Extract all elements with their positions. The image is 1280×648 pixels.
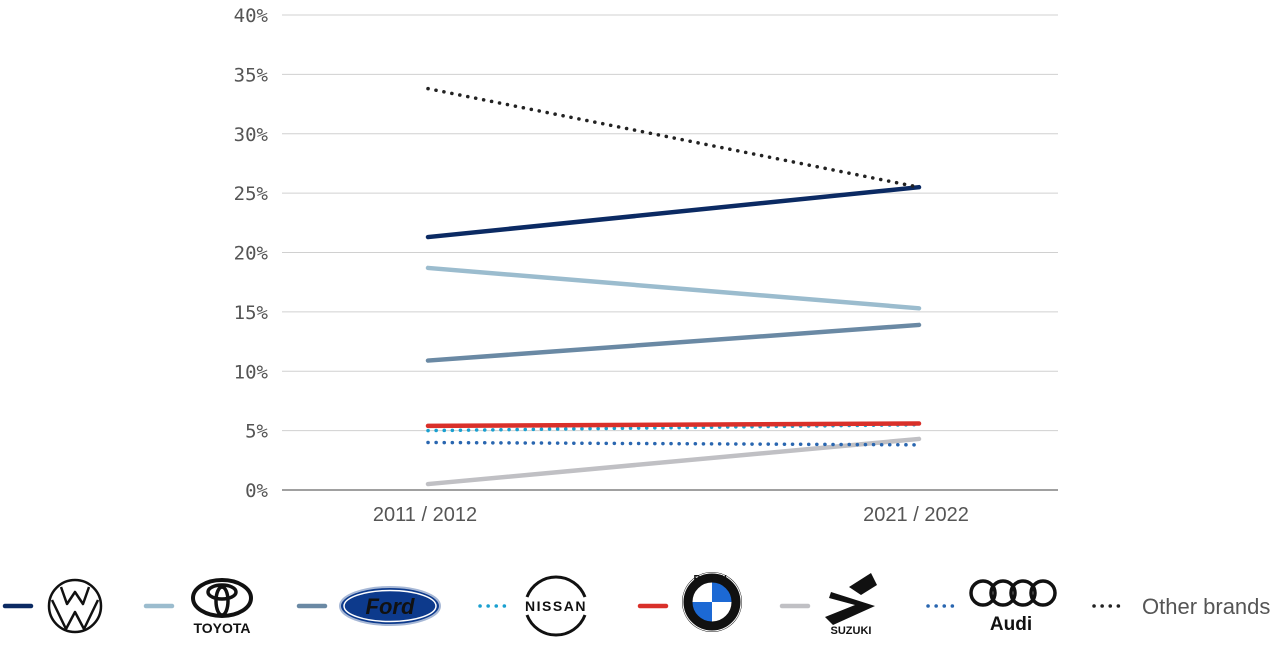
suzuki-logo-icon: SUZUKI [825,573,877,637]
y-tick-label: 40% [234,5,269,27]
y-axis-tick-labels: 0% 5% 10% 15% 20% 25% 30% 35% 40% [234,5,269,502]
y-tick-label: 10% [234,361,269,383]
series-lines [425,86,922,487]
y-tick-label: 0% [245,480,268,502]
series-line-suzuki [425,436,922,487]
gridlines [282,14,1058,432]
y-tick-label: 15% [234,302,269,324]
y-tick-label: 20% [234,243,269,265]
series-line-audi [426,440,921,447]
x-tick-label: 2011 / 2012 [373,504,477,526]
series-line-other [426,86,921,189]
bmw-logo-icon: BMW [682,572,742,632]
volkswagen-logo-icon [47,578,103,634]
series-line-toyota [425,265,922,311]
ford-logo-icon: Ford [339,586,441,626]
legend-logo-text-audi: Audi [990,614,1032,635]
legend: TOYOTA Ford NISSAN BMW SUZUKI Audi Other brand… [2,572,1270,637]
legend-logo-text-nissan: NISSAN [525,598,587,614]
nissan-logo-icon: NISSAN [525,575,587,637]
series-line-ford [425,322,922,363]
legend-logo-text-toyota: TOYOTA [193,620,250,636]
legend-logo-text-bmw: BMW [694,574,731,585]
toyota-logo-icon: TOYOTA [191,578,253,636]
y-tick-label: 25% [234,183,269,205]
y-tick-label: 5% [245,421,268,443]
series-line-bmw [425,421,922,429]
legend-logo-text-suzuki: SUZUKI [831,625,872,637]
series-line-vw [425,184,922,240]
series-line-nissan [426,422,921,433]
y-tick-label: 30% [234,124,269,146]
legend-logo-text-ford: Ford [366,594,415,619]
x-tick-label: 2021 / 2022 [863,504,969,526]
legend-label-other: Other brands [1142,594,1270,619]
audi-logo-icon: Audi [969,579,1057,635]
x-axis: 2011 / 2012 2021 / 2022 [282,489,1058,526]
y-tick-label: 35% [234,64,269,86]
